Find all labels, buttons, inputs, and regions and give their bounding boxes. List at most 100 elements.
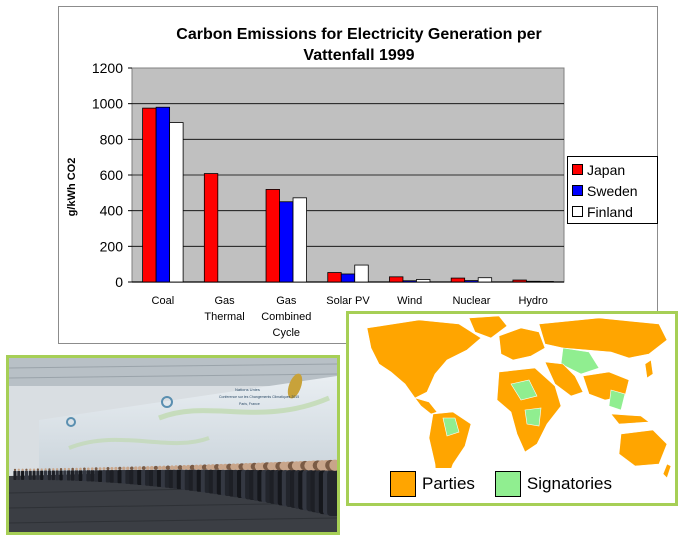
legend-item-japan: Japan [572,159,653,180]
person-body [43,470,48,481]
person-body [67,470,71,481]
person-body [24,470,29,480]
person-body [40,470,44,480]
person-head [161,465,167,470]
person-head [118,466,122,471]
bar-chart: Carbon Emissions for Electricity Generat… [66,26,565,339]
person-head [98,467,102,471]
bar-japan [450,277,466,283]
person-head [197,464,204,470]
person-body [98,470,103,482]
person-head [122,466,126,471]
x-tick-label: Solar PV [326,295,370,307]
person-head [86,467,90,471]
person-head [141,466,146,470]
bar-finland [292,197,307,283]
person-head [75,467,78,471]
person-body [137,469,143,485]
person-body [78,470,83,481]
chart-title-line-1: Carbon Emissions for Electricity Generat… [176,26,541,43]
person-head [185,464,191,470]
person-head [126,466,130,471]
bar-sweden [340,273,356,283]
bar-japan [142,107,157,283]
person-body [101,470,107,483]
person-body [86,470,91,482]
banner-line-1: Nations Unies [235,387,260,392]
bar-sweden [155,106,171,283]
signatories-swatch [494,471,521,497]
person-head [44,468,47,471]
x-tick-label: Combined [261,311,311,323]
person-body [109,469,115,483]
person-body [13,470,17,480]
person-body [21,470,25,480]
person-head [145,466,150,470]
person-head [189,464,195,470]
person-body [121,469,127,484]
bar-finland [169,122,184,283]
y-tick-label: 400 [100,203,124,219]
x-tick-label: Coal [152,295,175,307]
y-tick-label: 600 [100,167,124,183]
person-head [83,467,86,471]
person-head [40,468,43,471]
person-head [48,468,51,471]
person-body [32,470,36,480]
bar-finland [354,264,369,283]
chart-title-line-2: Vattenfall 1999 [303,47,414,64]
person-head [110,466,114,471]
bar-japan [389,276,404,283]
person-head [114,466,118,471]
bar-finland [539,281,554,283]
legend-item-sweden: Sweden [572,180,653,201]
legend-swatch-sweden [572,185,583,196]
person-body [36,470,40,480]
person-head [17,468,20,471]
banner-line-2: Conference sur les Changements Climatiqu… [219,395,299,399]
person-head [21,468,24,471]
y-tick-label: 0 [115,274,123,290]
person-head [130,466,134,471]
person-head [193,464,200,470]
person-head [173,465,179,470]
person-head [13,468,17,471]
bar-finland [477,277,493,283]
x-tick-label: Wind [397,295,422,307]
chart-legend: Japan Sweden Finland [567,156,658,224]
person-head [329,459,337,471]
person-body [59,470,63,481]
person-head [94,467,98,471]
bar-sweden [402,280,417,283]
person-body [117,469,123,484]
person-head [25,468,28,471]
legend-label-japan: Japan [587,161,626,178]
person-head [165,465,171,470]
signatories-label: Signatories [526,474,612,493]
x-tick-label: Hydro [518,295,547,307]
bar-sweden [464,280,479,283]
parties-swatch [390,471,416,497]
person-body [28,470,32,480]
y-tick-label: 1000 [92,96,123,112]
person-head [59,468,63,471]
person-head [181,465,187,470]
person-body [47,470,52,481]
person-head [201,464,208,470]
x-tick-label: Cycle [273,327,301,339]
legend-swatch-japan [572,164,583,175]
bar-japan [327,272,342,283]
bar-japan [265,189,280,283]
legend-label-sweden: Sweden [587,182,638,199]
parties-label: Parties [422,474,475,493]
bar-finland [416,279,431,283]
person-body [105,470,111,483]
x-tick-label: Nuclear [452,295,490,307]
person-head [90,467,94,471]
person-body [133,469,139,485]
x-tick-label: Gas [276,295,297,307]
person-body [125,469,131,484]
person-head [67,467,71,471]
person-body [90,470,95,482]
person-head [79,467,82,471]
